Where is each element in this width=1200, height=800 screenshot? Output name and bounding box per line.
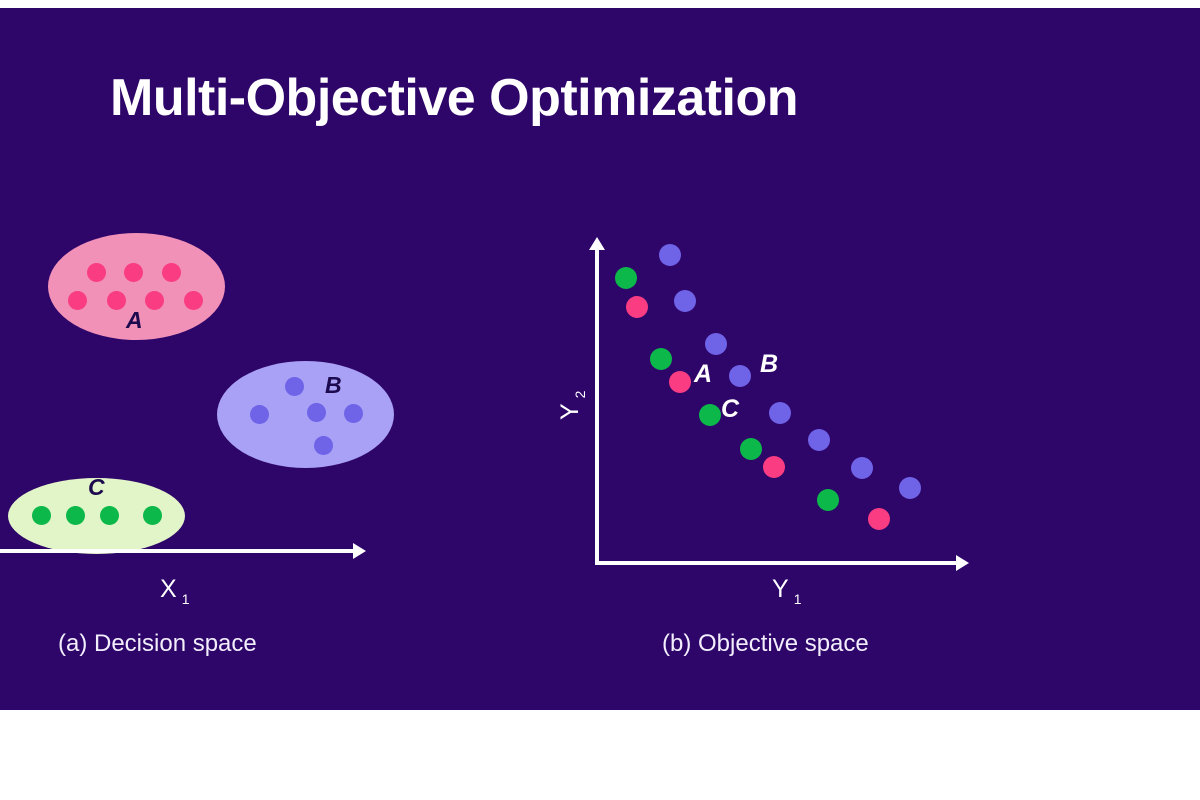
- decision-x-axis-line: [0, 549, 355, 553]
- objective-x-axis-arrowhead: [956, 555, 969, 571]
- cluster-a-point: [68, 291, 87, 310]
- cluster-a-point: [124, 263, 143, 282]
- cluster-b-point: [314, 436, 333, 455]
- cluster-a-point: [145, 291, 164, 310]
- objective-point-c: [615, 267, 637, 289]
- cluster-b-point: [250, 405, 269, 424]
- page-title: Multi-Objective Optimization: [110, 69, 799, 127]
- cluster-c-point: [66, 506, 85, 525]
- objective-annotation-c: C: [721, 395, 740, 423]
- objective-point-b: [769, 402, 791, 424]
- objective-point-b: [808, 429, 830, 451]
- cluster-c-point: [100, 506, 119, 525]
- cluster-a-point: [87, 263, 106, 282]
- slide-footer: co INVESTIPAL: [0, 710, 1200, 800]
- objective-point-c: [699, 404, 721, 426]
- objective-x-axis-line: [595, 561, 958, 565]
- objective-x-axis-label-text: Y: [772, 575, 789, 603]
- cluster-b-point: [285, 377, 304, 396]
- objective-annotation-b: B: [760, 350, 779, 378]
- top-white-strip: [0, 0, 1200, 8]
- objective-y-axis-line: [595, 248, 599, 565]
- decision-space-caption: (a) Decision space: [58, 630, 257, 657]
- objective-point-a: [763, 456, 785, 478]
- objective-point-c: [817, 489, 839, 511]
- cluster-b-point: [344, 404, 363, 423]
- cluster-a-point: [107, 291, 126, 310]
- cluster-a-point: [162, 263, 181, 282]
- cluster-c-point: [32, 506, 51, 525]
- cluster-b-point: [307, 403, 326, 422]
- cluster-label-a: A: [126, 307, 143, 333]
- decision-x-axis-label-sub: 1: [181, 591, 190, 607]
- objective-y-axis-label: Y2: [556, 391, 588, 420]
- objective-point-b: [705, 333, 727, 355]
- objective-y-axis-label-sub: 2: [572, 390, 588, 399]
- objective-point-a: [626, 296, 648, 318]
- cluster-ellipse-a: [48, 233, 225, 340]
- objective-point-a: [669, 371, 691, 393]
- cluster-a-point: [184, 291, 203, 310]
- decision-x-axis-arrowhead: [353, 543, 366, 559]
- decision-x-axis-label-text: X: [160, 575, 177, 603]
- cluster-ellipse-b: [217, 361, 394, 468]
- objective-space-caption: (b) Objective space: [662, 630, 869, 657]
- objective-x-axis-label-sub: 1: [793, 591, 802, 607]
- slide-canvas: Multi-Objective Optimization A B: [0, 8, 1200, 710]
- objective-point-a: [868, 508, 890, 530]
- objective-point-b: [851, 457, 873, 479]
- objective-point-b: [674, 290, 696, 312]
- objective-point-c: [650, 348, 672, 370]
- objective-y-axis-label-text: Y: [556, 403, 584, 420]
- objective-annotation-a: A: [694, 360, 713, 388]
- objective-point-b: [659, 244, 681, 266]
- cluster-c-point: [143, 506, 162, 525]
- cluster-label-c: C: [88, 474, 105, 500]
- objective-y-axis-arrowhead: [589, 237, 605, 250]
- objective-point-b: [729, 365, 751, 387]
- cluster-label-b: B: [325, 372, 342, 398]
- objective-point-c: [740, 438, 762, 460]
- objective-point-b: [899, 477, 921, 499]
